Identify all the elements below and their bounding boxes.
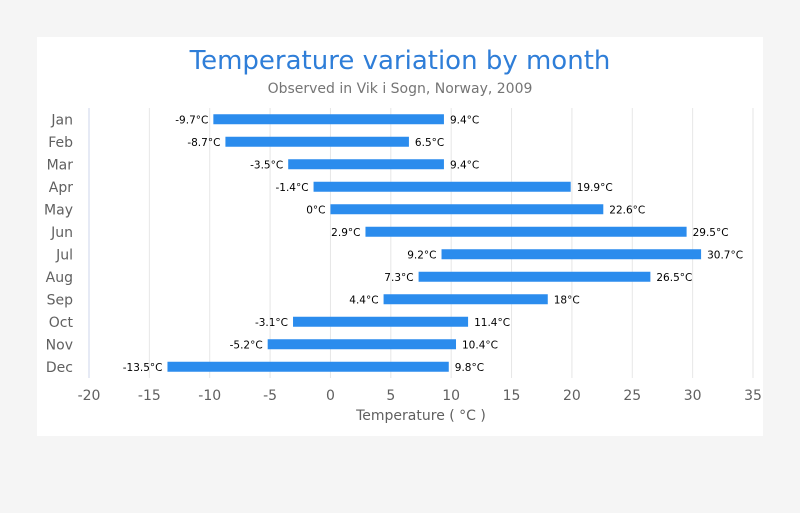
x-tick-label: 10 — [442, 388, 460, 404]
low-data-label: -5.2°C — [230, 339, 263, 351]
category-label: Mar — [47, 157, 74, 173]
temperature-range-chart: Temperature variation by month Observed … — [44, 46, 762, 424]
category-label: Nov — [46, 337, 73, 353]
category-label: Jul — [55, 247, 73, 263]
high-data-label: 9.4°C — [450, 159, 479, 171]
low-data-label: 7.3°C — [384, 272, 413, 284]
category-label: Apr — [49, 180, 73, 196]
temperature-bar[interactable] — [288, 159, 444, 170]
temperature-bar[interactable] — [293, 316, 469, 327]
low-data-label: -1.4°C — [275, 182, 308, 194]
temperature-bar[interactable] — [383, 294, 548, 305]
low-data-label: -9.7°C — [175, 114, 208, 126]
low-data-label: -3.5°C — [250, 159, 283, 171]
category-label: May — [44, 202, 73, 218]
chart-subtitle: Observed in Vik i Sogn, Norway, 2009 — [268, 81, 533, 97]
x-tick-label: -15 — [138, 388, 161, 404]
x-tick-label: 15 — [503, 388, 521, 404]
x-tick-label: -10 — [198, 388, 221, 404]
high-data-label: 9.4°C — [450, 114, 479, 126]
low-data-label: 2.9°C — [331, 227, 360, 239]
category-label: Dec — [46, 360, 73, 376]
grid-lines — [88, 108, 754, 378]
x-tick-label: 0 — [326, 388, 335, 404]
high-data-label: 29.5°C — [693, 227, 729, 239]
temperature-bar[interactable] — [213, 114, 444, 125]
low-data-label: -13.5°C — [123, 362, 163, 374]
high-data-label: 26.5°C — [656, 272, 692, 284]
high-data-label: 30.7°C — [707, 249, 743, 261]
x-tick-label: 20 — [563, 388, 581, 404]
temperature-bar[interactable] — [365, 226, 687, 237]
high-data-label: 11.4°C — [474, 317, 510, 329]
low-data-label: 0°C — [306, 204, 325, 216]
temperature-bar[interactable] — [330, 204, 604, 215]
x-tick-label: 35 — [744, 388, 762, 404]
high-data-label: 19.9°C — [577, 182, 613, 194]
category-axis: Jan Feb Mar Apr May Jun Jul Aug Sep Oct Nov Dec — [44, 112, 73, 376]
x-axis-title: Temperature ( °C ) — [355, 408, 486, 424]
category-label: Oct — [49, 315, 74, 331]
value-axis: -20 -15 -10 -5 0 5 10 15 20 25 30 35 — [78, 388, 762, 404]
temperature-bar[interactable] — [267, 339, 457, 350]
x-tick-label: -20 — [78, 388, 101, 404]
high-data-label: 6.5°C — [415, 137, 444, 149]
temperature-bar[interactable] — [167, 361, 449, 372]
low-data-label: 4.4°C — [349, 294, 378, 306]
temperature-bar[interactable] — [225, 136, 409, 147]
bar-series: -9.7°C 9.4°C -8.7°C 6.5°C -3.5°C 9.4°C -1.4°C 1… — [123, 114, 743, 374]
category-label: Jan — [50, 112, 73, 128]
x-tick-label: -5 — [263, 388, 277, 404]
temperature-bar[interactable] — [418, 271, 651, 282]
chart-card: Temperature variation by month Observed … — [37, 37, 763, 436]
low-data-label: 9.2°C — [407, 249, 436, 261]
high-data-label: 22.6°C — [609, 204, 645, 216]
high-data-label: 9.8°C — [455, 362, 484, 374]
category-label: Feb — [48, 135, 73, 151]
temperature-bar[interactable] — [313, 181, 571, 192]
chart-title: Temperature variation by month — [189, 46, 611, 76]
x-tick-label: 30 — [684, 388, 702, 404]
high-data-label: 18°C — [554, 294, 580, 306]
category-label: Jun — [50, 225, 73, 241]
high-data-label: 10.4°C — [462, 339, 498, 351]
low-data-label: -8.7°C — [187, 137, 220, 149]
x-tick-label: 5 — [386, 388, 395, 404]
category-label: Sep — [47, 292, 74, 308]
x-tick-label: 25 — [623, 388, 641, 404]
temperature-bar[interactable] — [441, 249, 702, 260]
category-label: Aug — [46, 270, 73, 286]
low-data-label: -3.1°C — [255, 317, 288, 329]
